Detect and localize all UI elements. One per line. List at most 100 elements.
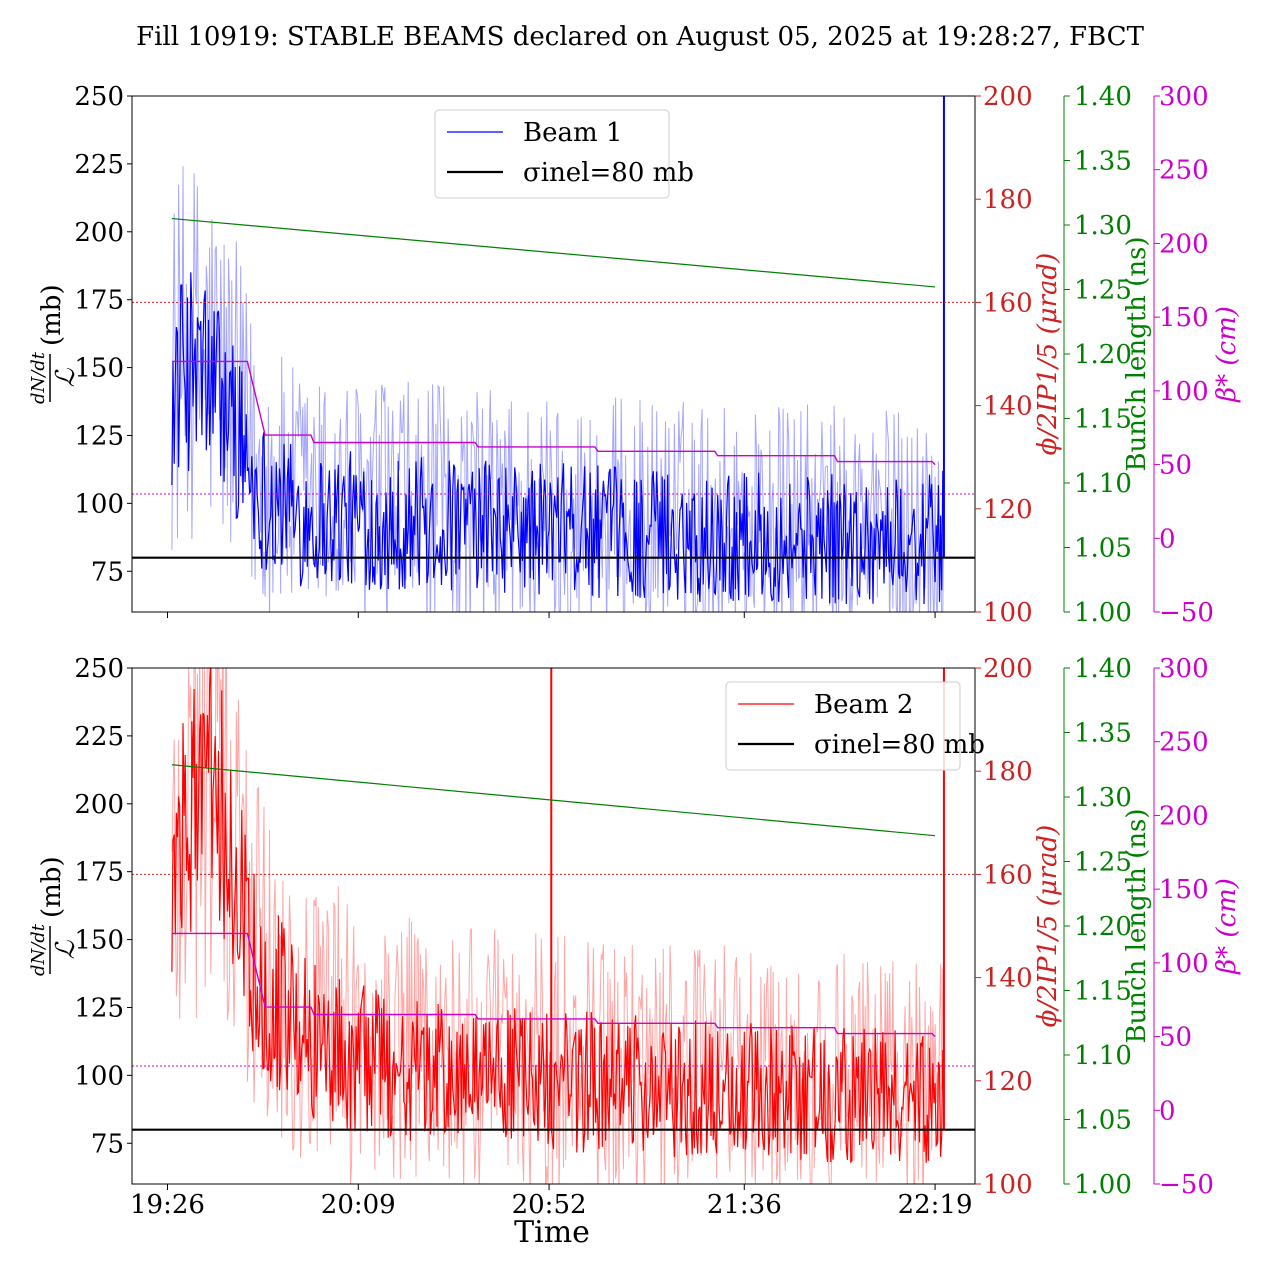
beam-trace-light: [171, 166, 945, 612]
beta-star-line: [171, 360, 936, 466]
right3-tick-label: 50: [1159, 1023, 1192, 1053]
y-tick-label: 250: [74, 654, 124, 684]
plot-area-bottom: [132, 668, 975, 1184]
right1-tick-label: 180: [983, 757, 1033, 787]
right2-tick-label: 1.25: [1074, 848, 1132, 878]
right2-tick-label: 1.00: [1074, 1170, 1132, 1200]
right1-tick-label: 100: [983, 1170, 1033, 1200]
right3-tick-label: 50: [1159, 451, 1192, 481]
y-tick-label: 175: [74, 858, 124, 888]
right1-tick-label: 180: [983, 185, 1033, 215]
y-label-numerator: dN/dt: [28, 923, 49, 976]
right2-axis-label: Bunch length (ns): [1122, 236, 1152, 471]
legend-sigma-label: σinel=80 mb: [814, 730, 985, 760]
right3-tick-label: 0: [1159, 524, 1176, 554]
beam-trace: [171, 668, 945, 1164]
y-tick-label: 125: [74, 421, 124, 451]
x-axis-label: Time: [514, 1215, 590, 1250]
right3-tick-label: 200: [1159, 229, 1209, 259]
panel-bottom: 75 100 125 150 175 200 225 250 dN/dt ℒ (mb) 100 120 1…: [28, 654, 1242, 1220]
right2-tick-label: 1.10: [1074, 469, 1132, 499]
right2-tick-label: 1.20: [1074, 340, 1132, 370]
right2-tick-label: 1.35: [1074, 719, 1132, 749]
right1-tick-label: 140: [983, 392, 1033, 422]
y-label-unit: (mb): [37, 856, 67, 918]
y-tick-label: 225: [74, 722, 124, 752]
right3-axis-label: β* (cm): [1212, 878, 1242, 975]
right2-tick-label: 1.15: [1074, 977, 1132, 1007]
y-tick-label: 100: [74, 489, 124, 519]
y-tick-label: 150: [74, 926, 124, 956]
right3-tick-label: 250: [1159, 156, 1209, 186]
right3-tick-label: 100: [1159, 377, 1209, 407]
bunch-length-line: [171, 217, 936, 288]
right3-tick-label: 200: [1159, 801, 1209, 831]
y-axis-label: dN/dt ℒ (mb): [28, 856, 81, 976]
y-label-denominator: ℒ: [51, 939, 81, 959]
panel-top: 75 100 125 150 175 200 225 250 dN/dt ℒ (mb) 100 120 1…: [28, 82, 1242, 628]
right1-tick-label: 100: [983, 598, 1033, 628]
right3-tick-label: 300: [1159, 82, 1209, 112]
right2-tick-label: 1.20: [1074, 912, 1132, 942]
right2-tick-label: 1.25: [1074, 276, 1132, 306]
beta-star-line: [171, 932, 936, 1038]
legend-beam-label: Beam 2: [814, 690, 913, 720]
y-tick-label: 150: [74, 354, 124, 384]
right3-tick-label: 300: [1159, 654, 1209, 684]
y-tick-label: 250: [74, 82, 124, 112]
chart-title: Fill 10919: STABLE BEAMS declared on Aug…: [136, 22, 1145, 52]
x-tick-label: 20:52: [512, 1190, 587, 1220]
right1-tick-label: 160: [983, 860, 1033, 890]
beam-trace: [171, 272, 945, 605]
right3-tick-label: −50: [1159, 1170, 1214, 1200]
right3-tick-label: 150: [1159, 303, 1209, 333]
legend-sigma-label: σinel=80 mb: [523, 158, 694, 188]
right2-tick-label: 1.10: [1074, 1041, 1132, 1071]
y-label-unit: (mb): [37, 284, 67, 346]
right3-tick-label: −50: [1159, 598, 1214, 628]
right3-tick-label: 150: [1159, 875, 1209, 905]
right2-tick-label: 1.40: [1074, 82, 1132, 112]
right1-tick-label: 200: [983, 654, 1033, 684]
legend-beam-label: Beam 1: [523, 118, 622, 148]
y-tick-label: 100: [74, 1061, 124, 1091]
y-tick-label: 75: [91, 1129, 124, 1159]
x-tick-label: 19:26: [130, 1190, 205, 1220]
y-tick-label: 200: [74, 218, 124, 248]
x-tick-label: 21:36: [707, 1190, 782, 1220]
right3-tick-label: 0: [1159, 1096, 1176, 1126]
y-tick-label: 125: [74, 993, 124, 1023]
right2-tick-label: 1.40: [1074, 654, 1132, 684]
y-tick-label: 75: [91, 557, 124, 587]
right2-tick-label: 1.30: [1074, 783, 1132, 813]
right1-tick-label: 120: [983, 495, 1033, 525]
plot-frame: [131, 667, 976, 1185]
right3-tick-label: 250: [1159, 728, 1209, 758]
y-label-numerator: dN/dt: [28, 351, 49, 404]
x-tick-label: 20:09: [321, 1190, 396, 1220]
right2-tick-label: 1.05: [1074, 1106, 1132, 1136]
bunch-length-line: [171, 764, 936, 837]
right3-tick-label: 100: [1159, 949, 1209, 979]
y-tick-label: 175: [74, 286, 124, 316]
right2-tick-label: 1.35: [1074, 147, 1132, 177]
right1-axis-label: ϕ/2IP1/5 (μrad): [1033, 825, 1063, 1028]
y-tick-label: 200: [74, 790, 124, 820]
right2-tick-label: 1.15: [1074, 405, 1132, 435]
right2-tick-label: 1.30: [1074, 211, 1132, 241]
y-axis-label: dN/dt ℒ (mb): [28, 284, 81, 404]
beam-trace-light: [171, 668, 945, 1184]
right1-axis-label: ϕ/2IP1/5 (μrad): [1033, 253, 1063, 456]
y-label-denominator: ℒ: [51, 367, 81, 387]
right1-tick-label: 160: [983, 288, 1033, 318]
right1-tick-label: 120: [983, 1067, 1033, 1097]
right2-tick-label: 1.00: [1074, 598, 1132, 628]
y-tick-label: 225: [74, 150, 124, 180]
x-tick-label: 22:19: [898, 1190, 973, 1220]
plot-frame: [131, 95, 976, 613]
right2-tick-label: 1.05: [1074, 534, 1132, 564]
right1-tick-label: 140: [983, 964, 1033, 994]
